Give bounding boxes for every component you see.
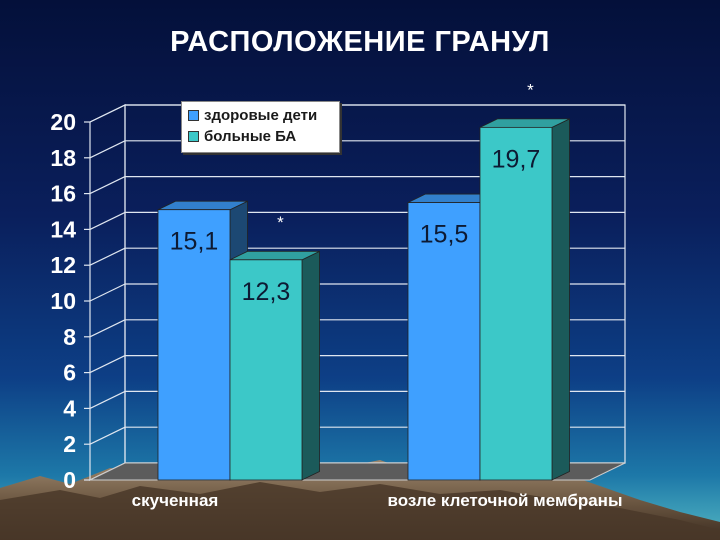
category-label: скученная	[132, 491, 219, 510]
gridline-side	[89, 247, 126, 266]
gridline-side	[89, 283, 126, 302]
data-label: 15,5	[420, 221, 469, 249]
legend-label-series-2: больные БА	[204, 128, 297, 145]
y-tick-label: 18	[50, 145, 76, 171]
legend-swatch-series-1	[188, 109, 199, 121]
data-label: 15,1	[170, 228, 219, 256]
y-tick-label: 10	[50, 288, 76, 314]
y-tick-label: 20	[50, 109, 76, 135]
y-tick-label: 0	[63, 467, 76, 493]
gridline-side	[89, 176, 126, 195]
gridline-side	[89, 211, 126, 230]
legend-item-series-2: больные БА	[188, 128, 296, 146]
y-tick-label: 2	[63, 431, 76, 457]
bar-side	[301, 250, 320, 481]
bar-side	[551, 118, 570, 481]
legend-swatch-series-2	[188, 130, 199, 142]
annotation-asterisk: *	[527, 80, 534, 99]
chart-title: РАСПОЛОЖЕНИЕ ГРАНУЛ	[170, 26, 550, 58]
bar-series-1	[157, 209, 231, 481]
data-label: 19,7	[492, 145, 541, 173]
gridline-side	[89, 390, 126, 409]
legend-item-series-1: здоровые дети	[188, 107, 317, 125]
legend: здоровые дети больные БА	[181, 101, 340, 153]
annotation-asterisk: *	[277, 213, 284, 232]
y-tick-label: 8	[63, 324, 76, 350]
bar-series-2	[229, 259, 303, 481]
data-label: 12,3	[242, 278, 291, 306]
category-label: возле клеточной мембраны	[388, 491, 623, 510]
y-tick-label: 14	[50, 216, 76, 242]
bar-series-2	[479, 126, 553, 481]
gridline-side	[89, 104, 126, 123]
bar-series-1	[407, 202, 481, 481]
gridline-side	[89, 426, 126, 445]
gridline-side	[89, 140, 126, 159]
y-tick-label: 12	[50, 252, 76, 278]
y-tick-label: 4	[63, 395, 76, 421]
mountain-ridge	[0, 482, 720, 540]
gridline-side	[89, 355, 126, 374]
y-tick-label: 16	[50, 181, 76, 207]
legend-label-series-1: здоровые дети	[204, 107, 318, 124]
y-tick-label: 6	[63, 360, 76, 386]
gridline-side	[89, 319, 126, 338]
